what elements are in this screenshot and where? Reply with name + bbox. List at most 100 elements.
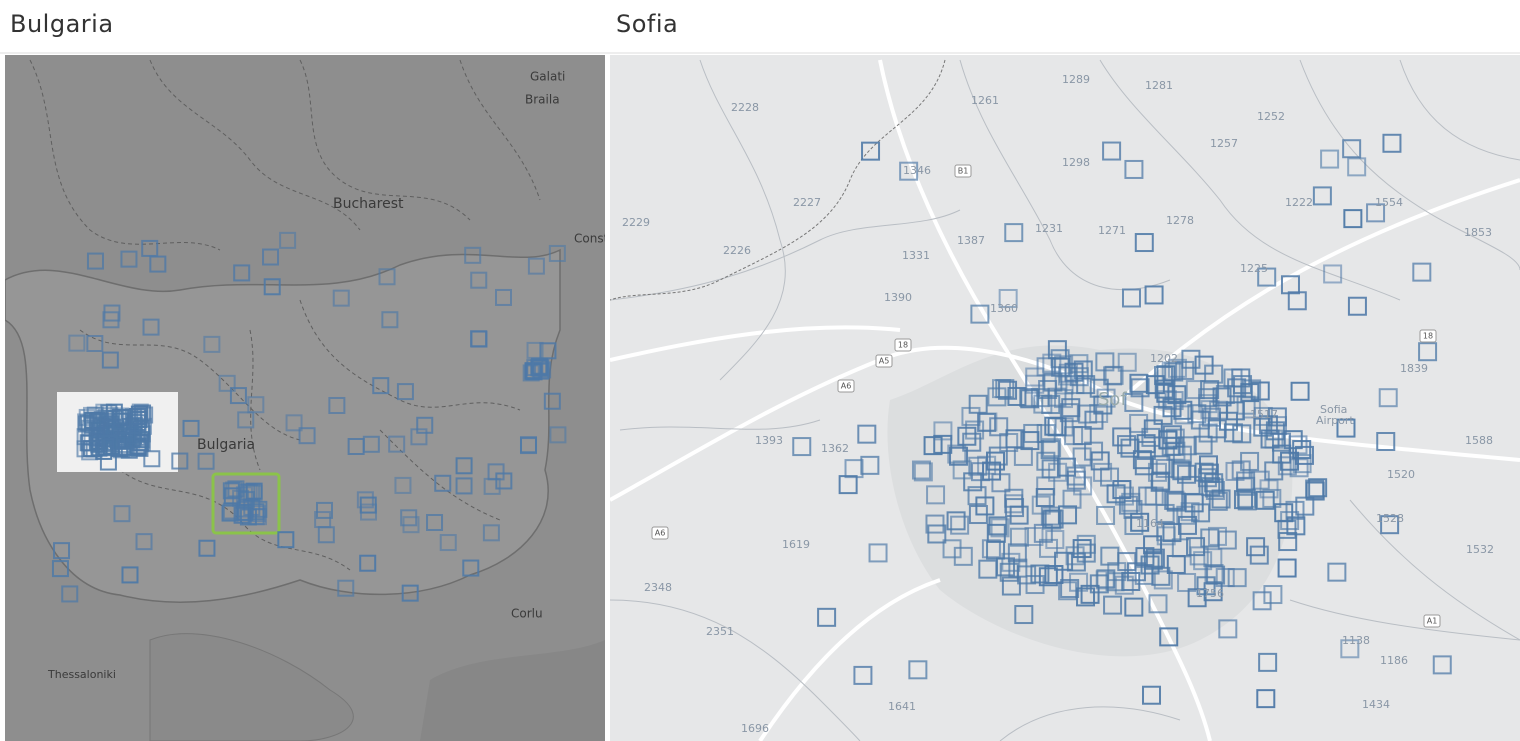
location-marker [1153, 570, 1173, 590]
location-marker [1256, 689, 1276, 709]
location-marker [1177, 572, 1197, 592]
location-marker [1193, 551, 1213, 571]
location-marker [221, 504, 239, 522]
location-marker [1096, 505, 1116, 525]
location-marker [113, 412, 131, 430]
road-label: A1 [1427, 617, 1438, 626]
location-marker [1069, 367, 1089, 387]
location-marker [402, 516, 420, 534]
location-marker [86, 252, 104, 270]
location-marker [1308, 478, 1328, 498]
map-label: 1271 [1098, 224, 1126, 237]
location-marker [1072, 447, 1092, 467]
location-marker [1166, 554, 1186, 574]
location-marker [1292, 440, 1312, 460]
location-marker [285, 414, 303, 432]
location-marker [337, 579, 355, 597]
location-marker [61, 585, 79, 603]
location-marker [899, 161, 919, 181]
location-marker [1080, 584, 1100, 604]
location-marker [1218, 411, 1238, 431]
location-marker [222, 502, 240, 520]
location-marker [203, 335, 221, 353]
location-marker [1076, 543, 1096, 563]
location-marker [1198, 455, 1218, 475]
location-marker [434, 474, 452, 492]
map-label: 1222 [1285, 196, 1313, 209]
location-marker [455, 477, 473, 495]
map-label: 2348 [644, 581, 672, 594]
location-marker [1227, 568, 1247, 588]
location-marker [401, 584, 419, 602]
location-marker [946, 511, 966, 531]
map-label: 2228 [731, 101, 759, 114]
location-marker [1262, 488, 1282, 508]
location-marker [1278, 532, 1298, 552]
location-marker [1312, 186, 1332, 206]
location-marker [1062, 489, 1082, 509]
location-marker [495, 472, 513, 490]
location-marker [978, 412, 998, 432]
location-marker [962, 432, 982, 452]
location-marker [1007, 543, 1027, 563]
location-marker [1164, 362, 1184, 382]
map-label: Airport [1316, 414, 1354, 427]
map-label: 1839 [1400, 362, 1428, 375]
location-marker [237, 411, 255, 429]
location-marker [1084, 410, 1104, 430]
location-marker [861, 141, 881, 161]
location-marker [142, 318, 160, 336]
map-label: Bulgaria [197, 437, 255, 453]
location-marker [539, 342, 557, 360]
location-marker [1336, 418, 1356, 438]
location-marker [1366, 203, 1386, 223]
location-marker [91, 412, 109, 430]
map-label: Corlu [511, 607, 543, 621]
location-marker [1050, 349, 1070, 369]
map-label: 1756 [1196, 587, 1224, 600]
location-marker [394, 476, 412, 494]
location-marker [1019, 387, 1039, 407]
road-shield [875, 354, 893, 368]
bulgaria-map[interactable]: Galati Braila Bucharest Const Bulgaria C… [5, 55, 609, 741]
road-label: 18 [1423, 332, 1433, 341]
location-marker [416, 416, 434, 434]
sofia-map[interactable]: 1289 1281 2228 1261 1252 1257 1346 1298 2227 1222… [610, 55, 1520, 741]
location-marker [1263, 585, 1283, 605]
map-label: 1528 [1376, 512, 1404, 525]
panel-title: Sofia [616, 10, 679, 38]
location-marker [925, 514, 945, 534]
location-marker [908, 660, 928, 680]
map-label: 1164 [1136, 517, 1164, 530]
location-marker [1124, 597, 1144, 617]
location-marker [1196, 576, 1216, 596]
location-marker [483, 477, 501, 495]
location-marker [1054, 551, 1074, 571]
map-label: 1231 [1035, 222, 1063, 235]
location-marker [1280, 511, 1300, 531]
location-marker [1258, 652, 1278, 672]
location-marker [263, 278, 281, 296]
location-marker [1129, 413, 1149, 433]
location-marker [1072, 539, 1092, 559]
location-marker [1044, 509, 1064, 529]
location-marker [240, 483, 258, 501]
location-marker [1201, 477, 1221, 497]
map-label: 1138 [1342, 634, 1370, 647]
location-marker [978, 559, 998, 579]
map-label: 1331 [902, 249, 930, 262]
map-label: 1360 [990, 302, 1018, 315]
location-marker [989, 417, 1009, 437]
location-marker [1089, 378, 1109, 398]
location-marker [1039, 538, 1059, 558]
location-marker [1198, 423, 1218, 443]
panel-title: Bulgaria [10, 10, 114, 38]
map-label: 1520 [1387, 468, 1415, 481]
location-marker [83, 428, 101, 446]
map-label: Bucharest [333, 196, 404, 212]
map-label: 2226 [723, 244, 751, 257]
location-marker [1025, 374, 1045, 394]
location-marker [991, 473, 1011, 493]
location-marker [968, 456, 988, 476]
location-marker [121, 566, 139, 584]
